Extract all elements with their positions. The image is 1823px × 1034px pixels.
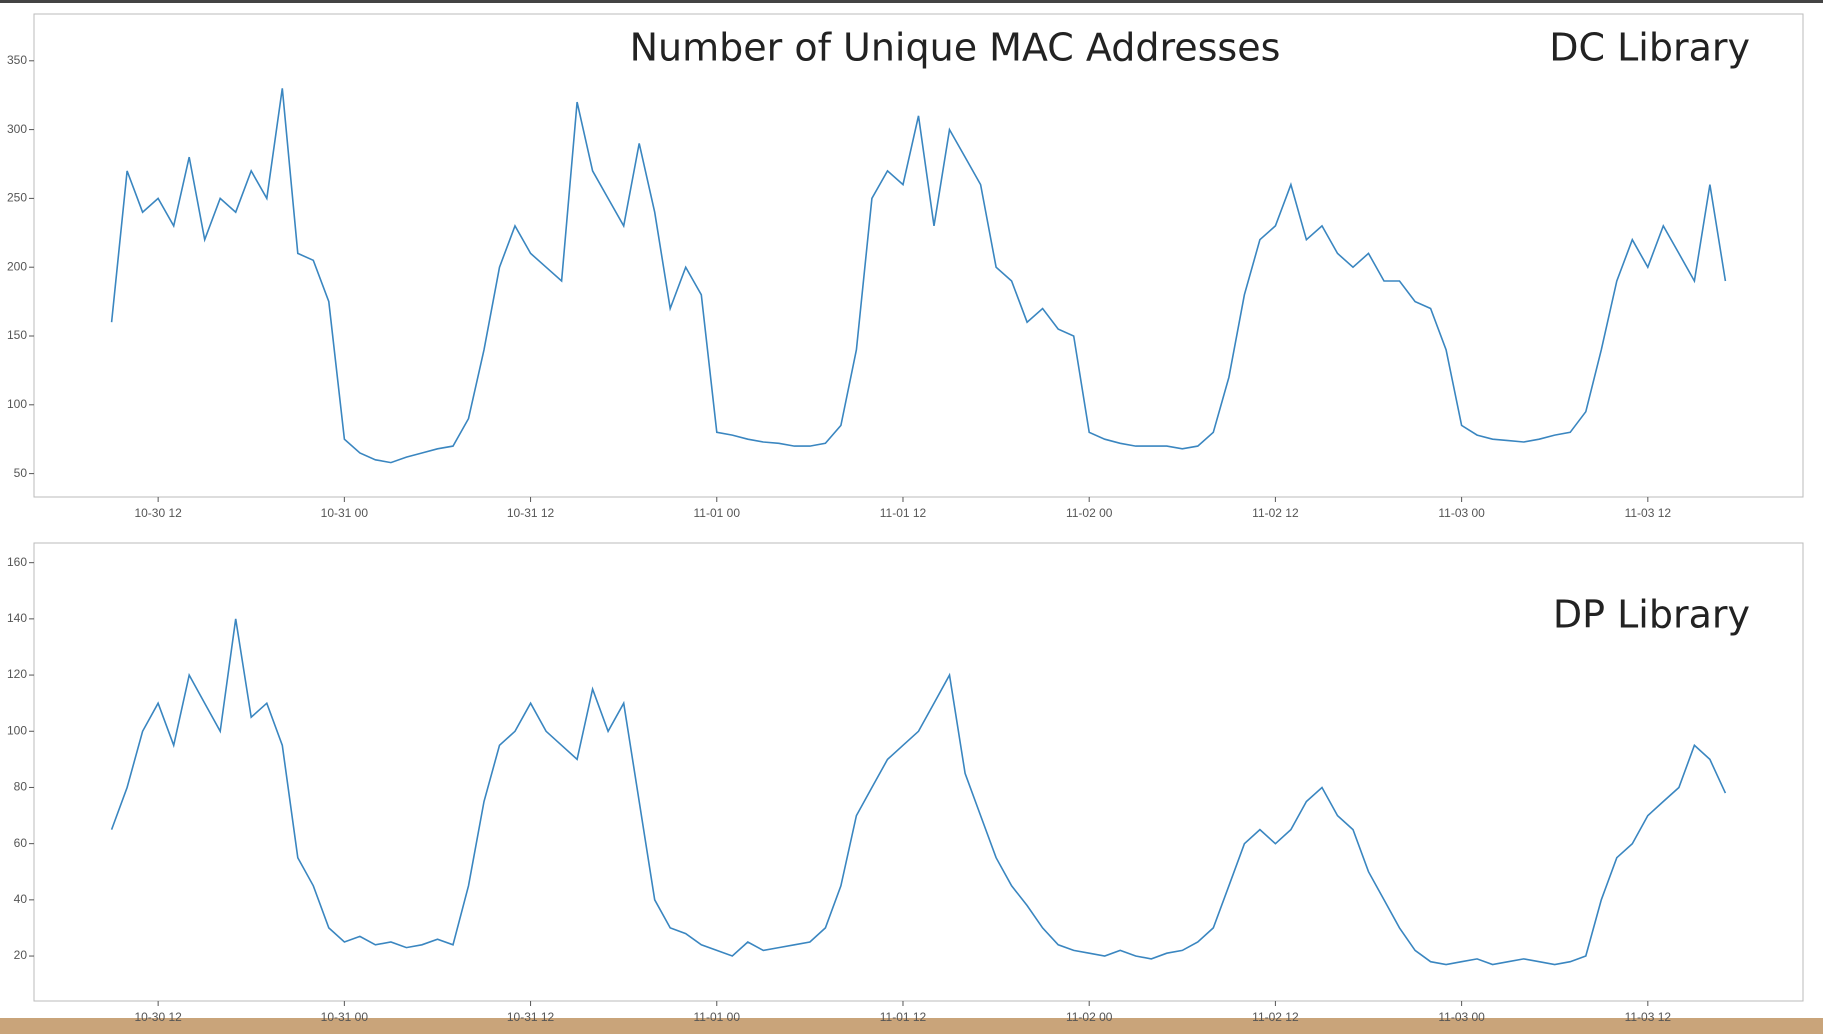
x-tick-label: 10-31 00 [321,1010,369,1024]
x-tick-label: 11-02 00 [1066,506,1113,520]
y-tick-label: 20 [14,948,28,962]
y-tick-label: 300 [7,122,27,136]
y-tick-label: 200 [7,259,27,273]
y-tick-label: 140 [7,611,27,625]
x-tick-label: 11-03 12 [1625,506,1672,520]
x-tick-label: 11-02 12 [1252,1010,1299,1024]
plot-frame [33,542,1804,1002]
y-tick-label: 160 [7,555,27,569]
x-tick-label: 10-30 12 [134,1010,182,1024]
y-tick-label: 350 [7,53,27,67]
y-tick-label: 40 [14,892,28,906]
x-tick-label: 11-02 00 [1066,1010,1113,1024]
bottom-strip [0,1018,1823,1034]
chart-title: Number of Unique MAC Addresses [630,26,1281,70]
y-tick-label: 150 [7,328,27,342]
y-tick-label: 60 [14,836,28,850]
annotation: DC Library [1549,26,1750,70]
y-tick-label: 120 [7,667,27,681]
x-tick-label: 10-31 12 [507,1010,555,1024]
x-tick-label: 11-03 00 [1438,1010,1485,1024]
x-tick-label: 11-01 00 [694,506,741,520]
x-tick-label: 11-03 12 [1625,1010,1672,1024]
annotation: DP Library [1553,593,1750,637]
y-tick-label: 250 [7,191,27,205]
x-tick-label: 10-30 12 [134,506,182,520]
y-tick-label: 100 [7,397,27,411]
x-tick-label: 11-01 12 [880,1010,927,1024]
top-edge [0,0,1823,3]
x-tick-label: 10-31 00 [321,506,369,520]
x-tick-label: 11-01 12 [880,506,927,520]
data-line [110,88,1727,464]
y-tick-label: 50 [14,466,28,480]
x-tick-label: 11-01 00 [694,1010,741,1024]
y-tick-label: 100 [7,723,27,737]
x-tick-label: 11-02 12 [1252,506,1299,520]
x-tick-label: 11-03 00 [1438,506,1485,520]
data-line [110,618,1727,966]
plot-frame [33,13,1804,498]
x-tick-label: 10-31 12 [507,506,555,520]
y-tick-label: 80 [14,780,28,794]
